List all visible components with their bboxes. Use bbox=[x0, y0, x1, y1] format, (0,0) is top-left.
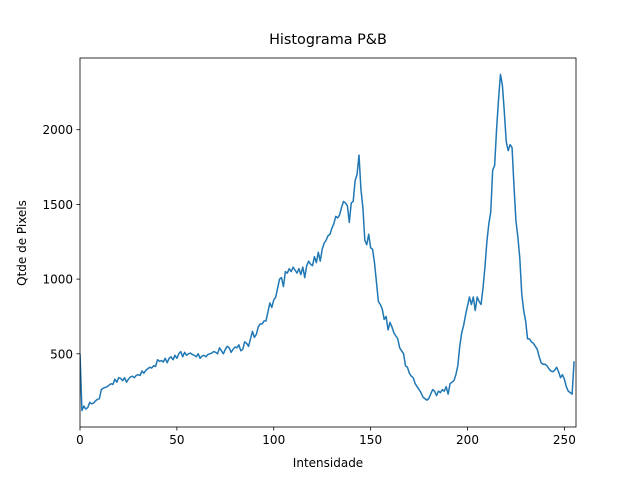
plot-frame bbox=[79, 57, 577, 428]
x-tick-label: 100 bbox=[262, 433, 285, 447]
y-tick-label: 1000 bbox=[42, 273, 73, 287]
x-tick-label: 50 bbox=[169, 433, 184, 447]
x-tick-label: 0 bbox=[76, 433, 84, 447]
y-tick-label: 2000 bbox=[42, 123, 73, 137]
y-axis-label: Qtde de Pixels bbox=[15, 200, 29, 286]
y-tick-label: 1500 bbox=[42, 198, 73, 212]
y-tick-label: 500 bbox=[50, 347, 73, 361]
chart-title: Histograma P&B bbox=[269, 32, 387, 48]
x-tick-label: 150 bbox=[359, 433, 382, 447]
x-axis-label: Intensidade bbox=[293, 456, 363, 470]
data-line bbox=[80, 73, 575, 412]
x-tick-label: 200 bbox=[456, 433, 479, 447]
x-tick-label: 250 bbox=[553, 433, 576, 447]
